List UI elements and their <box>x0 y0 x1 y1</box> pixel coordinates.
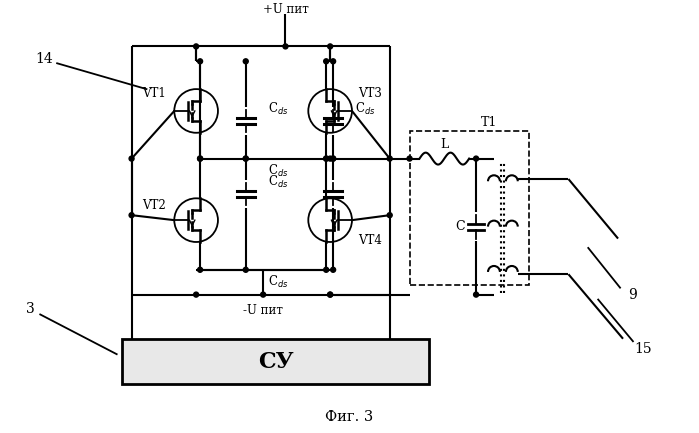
Text: C$_{ds}$: C$_{ds}$ <box>268 162 288 178</box>
Text: 3: 3 <box>26 303 35 317</box>
Circle shape <box>129 213 134 218</box>
Text: C: C <box>455 220 465 233</box>
Circle shape <box>474 156 479 161</box>
Circle shape <box>129 156 134 161</box>
Text: 14: 14 <box>36 52 53 66</box>
Circle shape <box>198 156 203 161</box>
Circle shape <box>194 44 199 49</box>
Text: Фиг. 3: Фиг. 3 <box>325 410 373 424</box>
Circle shape <box>328 292 333 297</box>
Text: L: L <box>440 138 449 151</box>
Circle shape <box>324 156 329 161</box>
Text: 9: 9 <box>628 288 637 302</box>
Circle shape <box>407 156 412 161</box>
Text: C$_{ds}$: C$_{ds}$ <box>268 274 288 290</box>
Circle shape <box>328 292 333 297</box>
Text: 15: 15 <box>634 342 651 356</box>
Circle shape <box>331 59 336 64</box>
Text: C$_{ds}$: C$_{ds}$ <box>268 101 288 117</box>
Text: C$_{ds}$: C$_{ds}$ <box>355 101 375 117</box>
Text: -U пит: -U пит <box>243 304 283 317</box>
Text: VT2: VT2 <box>143 199 166 212</box>
Circle shape <box>243 156 248 161</box>
Circle shape <box>261 292 266 297</box>
Circle shape <box>324 267 329 272</box>
Circle shape <box>328 156 333 161</box>
Circle shape <box>328 44 333 49</box>
Circle shape <box>387 213 392 218</box>
Circle shape <box>474 292 479 297</box>
Circle shape <box>243 267 248 272</box>
Circle shape <box>331 267 336 272</box>
Text: VT3: VT3 <box>358 87 382 100</box>
Circle shape <box>243 59 248 64</box>
Circle shape <box>194 292 199 297</box>
Text: VT4: VT4 <box>358 233 382 246</box>
Text: T1: T1 <box>481 116 497 129</box>
Circle shape <box>243 156 248 161</box>
Text: СУ: СУ <box>258 351 294 373</box>
Circle shape <box>198 156 203 161</box>
Circle shape <box>331 156 336 161</box>
Circle shape <box>331 156 336 161</box>
Circle shape <box>198 267 203 272</box>
Bar <box>410 131 528 284</box>
Bar <box>122 339 429 384</box>
Text: +U пит: +U пит <box>263 3 308 16</box>
Circle shape <box>387 156 392 161</box>
Text: VT1: VT1 <box>143 87 166 100</box>
Text: C$_{ds}$: C$_{ds}$ <box>268 174 288 191</box>
Circle shape <box>198 59 203 64</box>
Circle shape <box>324 156 329 161</box>
Circle shape <box>324 59 329 64</box>
Circle shape <box>283 44 288 49</box>
